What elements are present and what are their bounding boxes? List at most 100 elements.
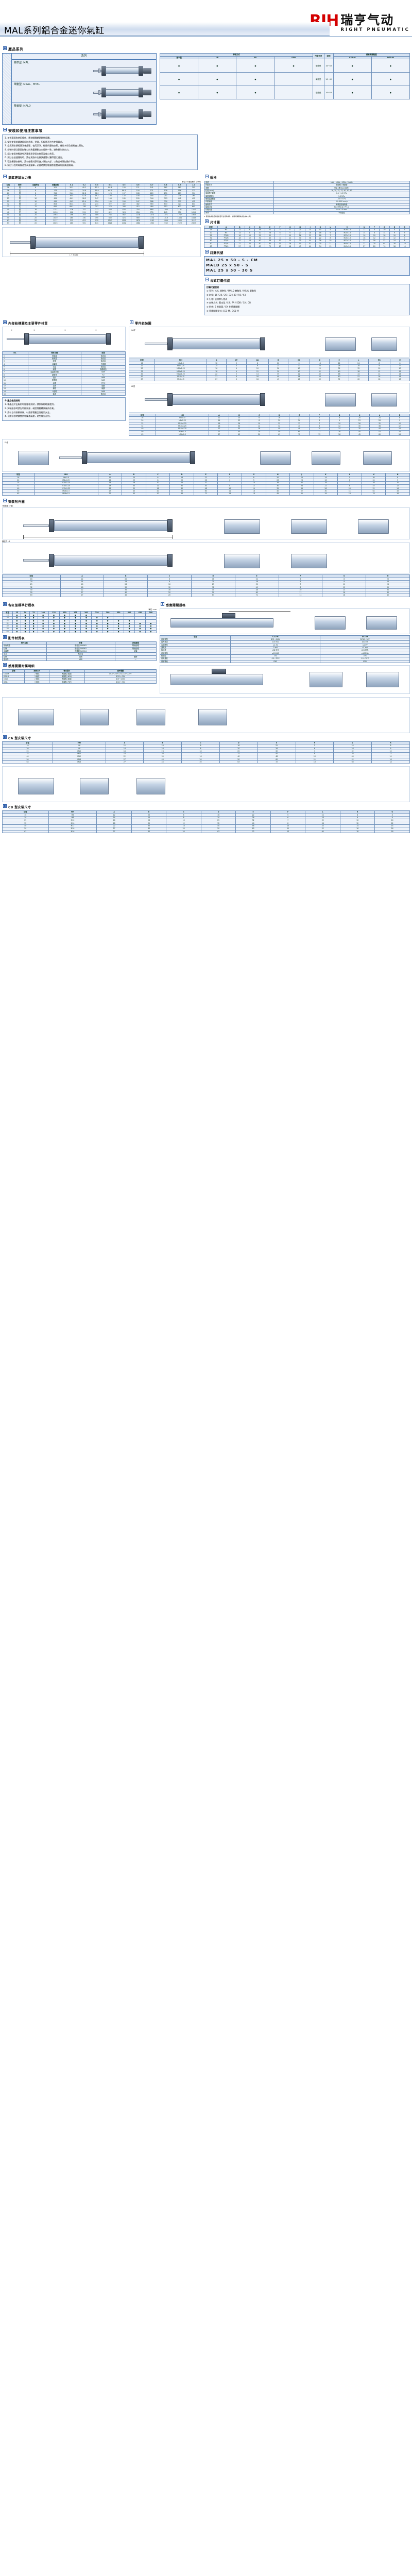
section-order-code-tw: 台式訂購代號 xyxy=(205,278,410,283)
table-header-row: 項目 CS1-M DS1-M xyxy=(159,635,410,639)
table-cell: 34 xyxy=(313,492,338,496)
section-accessory: 零件組裝圖 xyxy=(130,320,410,326)
legend-item: ① 系列: MAL 標準型 / MALD 雙軸型 / MSAL 單動型 xyxy=(207,290,256,293)
table-cell: 12 xyxy=(97,476,123,479)
table-row: 25 拉 10 412 41.2 82.4 124 165 206 247 288 330 371 412 xyxy=(2,199,201,204)
column-header: A xyxy=(97,473,123,477)
table-cell: 9 xyxy=(389,419,410,422)
table-row: 40 22 35 16 40 48 10 14 35 xyxy=(2,588,410,592)
accessory-body-0: 16 M6x1.0 12 3 8 20 6 16 22 24 8 8 20 M8x1.25 14 3 9 23 8 2… xyxy=(128,361,410,381)
table-cell: 5 xyxy=(399,231,410,234)
column-header: 500 xyxy=(145,611,157,614)
table-cell: 13 xyxy=(217,492,242,496)
table-cell: ● xyxy=(134,630,146,634)
table-cell: M16x1.5 xyxy=(154,378,207,381)
table-cell: 63 xyxy=(200,829,236,833)
table-cell: 8 xyxy=(287,364,311,368)
table-cell: 23 xyxy=(366,580,410,584)
table-cell: 8 xyxy=(368,361,391,365)
table-cell: 27 xyxy=(234,245,245,248)
table-cell: 橡膠磁石 xyxy=(80,368,126,371)
table-cell: 10 xyxy=(371,749,410,753)
table-cell: 10 xyxy=(368,367,391,370)
notice-box: ※ 產品使用說明 1. 本產品於出廠前均經嚴格測試，請依規格範圍使用。 2. 安… xyxy=(2,397,126,421)
column-header: G xyxy=(241,473,266,477)
table-header-row: 缸徑 A B C D E F G H xyxy=(2,574,410,578)
table-cell: 12 xyxy=(368,369,391,373)
table-cell: 76 xyxy=(379,245,390,248)
table-cell: 24 xyxy=(289,476,314,479)
mount-drawing-2 xyxy=(2,543,410,574)
table-row: 40 PT1/4 22 16 40 48 10 14 35 44 26 10 M32x1.5 22 16 52… xyxy=(204,239,410,243)
table-cell: 100 mA xyxy=(320,640,410,644)
table-row: 32 推 12 804 80.4 161 241 322 402 482 563 643 724 804 xyxy=(2,202,201,206)
section-mount-accessory: 安裝附件圖 xyxy=(3,499,410,504)
table-cell: M16x1.5 xyxy=(33,492,98,496)
load-table: 缸徑 動作 活塞桿徑 受壓面積 0.1 0.2 0.3 0.4 0.5 0.6 0.7 0.8 0.9 1… xyxy=(2,183,201,225)
table-cell: 7 xyxy=(399,236,410,240)
table-cell: M10 xyxy=(48,821,97,825)
table-cell: ● xyxy=(145,630,157,634)
table-cell: M8x1.25 xyxy=(33,478,98,482)
section-install-notes: 安裝和使用注意事項 xyxy=(3,128,410,133)
column-header: 材質 xyxy=(80,351,126,355)
table-cell: M8x1.25 xyxy=(154,364,207,368)
table-cell: 27 xyxy=(206,378,227,381)
table-cell: -10～70℃ xyxy=(320,657,410,660)
accessory-drawing-b: LB型 xyxy=(129,382,410,413)
table-cell: 14 xyxy=(97,478,123,482)
table-cell: 3 線式 xyxy=(24,680,49,684)
table-cell: 8 xyxy=(399,239,410,243)
table-cell: 10 xyxy=(390,367,410,370)
table-cell: 1.5 MPa xyxy=(273,194,410,198)
table-cell: 18 xyxy=(389,245,400,248)
column-header: S xyxy=(399,225,410,229)
matrix-dot: ● xyxy=(371,86,410,100)
table-row: 使用溫度範圍 -5℃～70℃ xyxy=(204,197,410,201)
matrix-dot: ● xyxy=(274,59,313,73)
table-row: 前後端蓋 鋁合金 AL6063 陽極處理 xyxy=(2,644,157,648)
table-cell: 35 xyxy=(265,486,290,490)
matrix-dot: ● xyxy=(236,59,275,73)
table-cell: 26 xyxy=(265,481,290,485)
table-cell: 50 xyxy=(128,375,156,379)
table-row: 25 推 10 491 49.1 98.2 147 196 245 295 344 393 442 491 xyxy=(2,197,201,200)
table-cell: 45 xyxy=(295,245,305,248)
table-cell: 25 xyxy=(128,367,156,370)
table-cell: PT1/4 xyxy=(217,245,235,248)
table-cell: 8 xyxy=(385,476,410,479)
table-cell: 173 xyxy=(45,189,66,192)
table-cell: 16 xyxy=(2,744,53,748)
table-cell: 20 xyxy=(265,476,290,479)
table-row: 32 拉 12 691 69.1 138 207 276 346 415 484 553 622 691 xyxy=(2,205,201,209)
table-cell: 導環 xyxy=(27,381,81,385)
table-cell: NBR xyxy=(80,389,126,393)
material-table: 零件名稱 材質 表面處理 前後端蓋 鋁合金 AL6063 陽極處理 缸筒 鋁合金 AL606… xyxy=(2,641,157,662)
table-cell: DC10～30V xyxy=(320,638,410,641)
table-cell: 63 xyxy=(2,594,61,597)
table-cell: 27 xyxy=(97,492,123,496)
column-header: 適用電壓 xyxy=(84,669,157,673)
table-cell: 10 xyxy=(287,367,311,370)
table-cell: 60 xyxy=(305,245,316,248)
order-code-line-2: MALD 25 x 50 - S xyxy=(206,263,249,268)
table-cell: 16 xyxy=(206,367,227,370)
table-row: 16 12 20 6 16 22 5 8 20 xyxy=(2,577,410,581)
table-row: 50 ● ● ● ● ● ● ● ● ● ● ● ● ● ● xyxy=(2,627,157,631)
table-row: 20 ● ● ● ● ● ● ● ● ● ● xyxy=(2,616,157,620)
notice-item: 2. 安裝維修時請先切斷氣源，確認殘壓釋放後再作業。 xyxy=(5,406,56,410)
table-cell: 173 xyxy=(186,189,201,192)
table-cell: 6 xyxy=(337,478,362,482)
table-cell: 14 xyxy=(371,755,410,758)
table-row: 50 M16x1.5 27 40 20 50 60 11 16 40 52 30 11 64 16 xyxy=(2,489,410,493)
column-header: U xyxy=(374,810,410,814)
spec-note: ※ 使用前請確認規格是否符合使用條件，如有特殊需求請洽詢本公司。 xyxy=(204,215,252,217)
page-title: MAL系列鋁合金迷你氣缸 xyxy=(4,26,105,36)
table-cell: 16 xyxy=(313,478,338,482)
table-cell: 7 xyxy=(337,481,362,485)
table-cell: 1963 xyxy=(186,213,201,217)
table-cell: ● xyxy=(21,630,30,634)
note-item: 4. 安裝時須注意氣缸軸心與負載運動方向保持一致，避免產生側向力。 xyxy=(5,148,71,151)
table-cell: 72 xyxy=(257,760,296,764)
table-cell: ● xyxy=(29,630,38,634)
